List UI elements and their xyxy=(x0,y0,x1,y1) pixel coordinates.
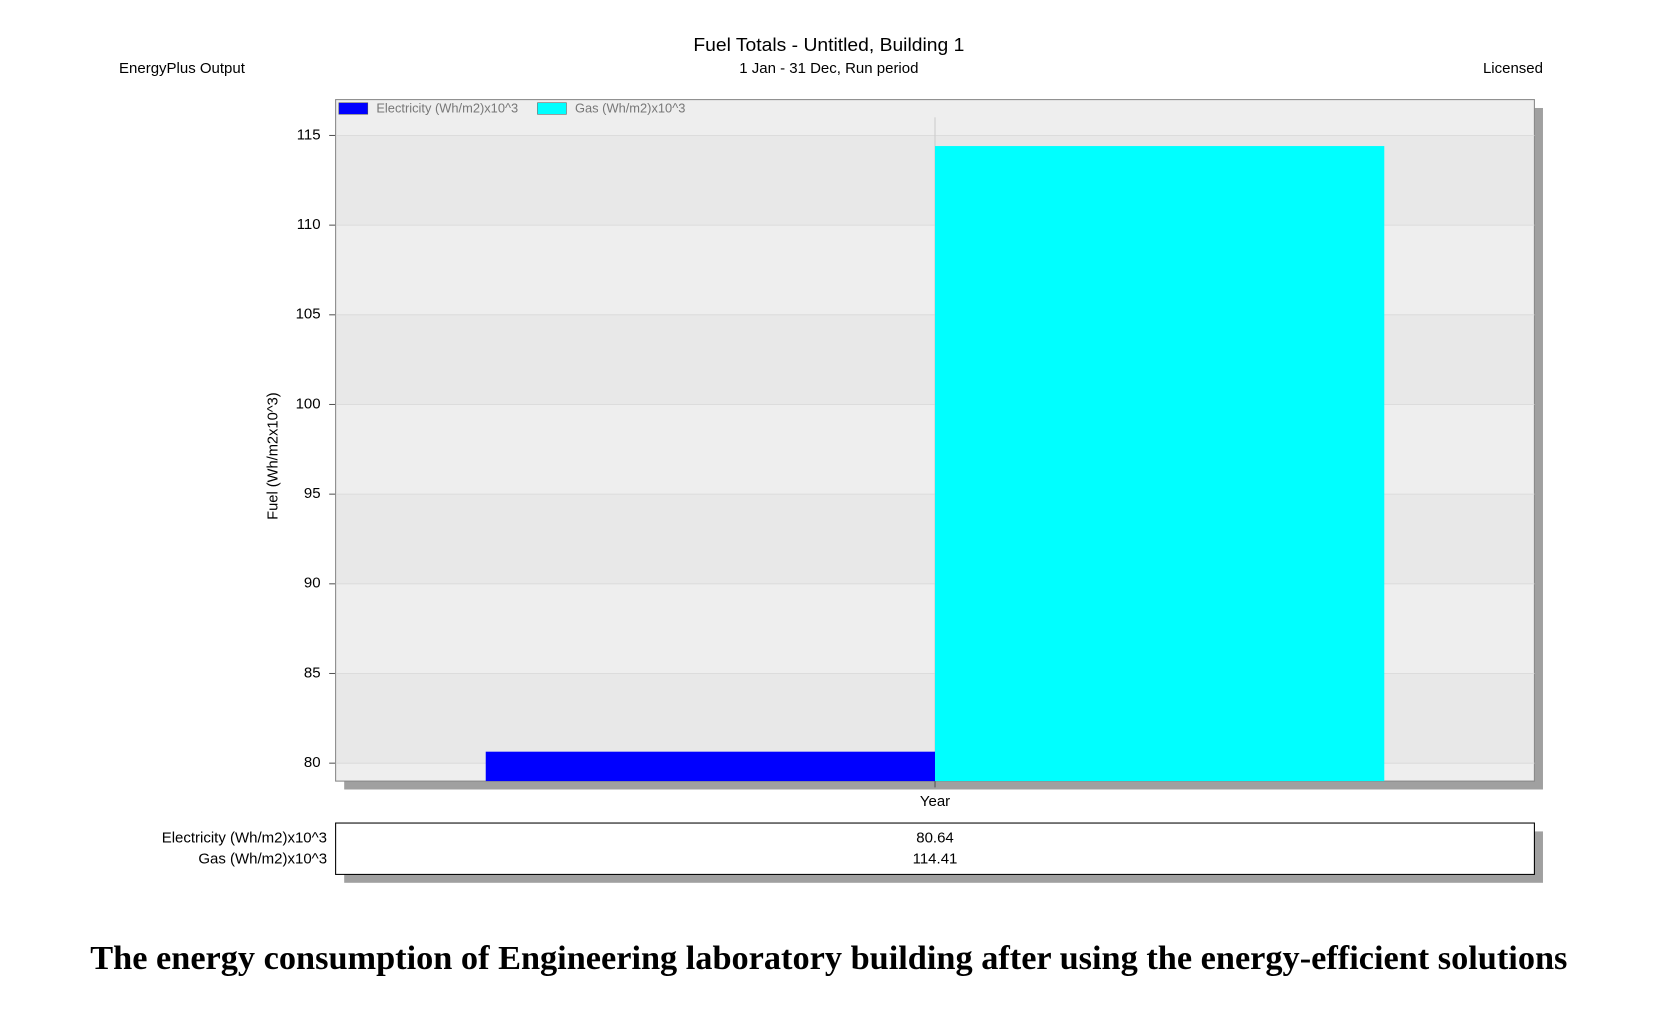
x-tick-label: Year xyxy=(920,794,950,810)
bar xyxy=(935,146,1385,782)
table-row-label: Gas (Wh/m2)x10^3 xyxy=(198,852,327,868)
chart-title: Fuel Totals - Untitled, Building 1 xyxy=(693,35,964,56)
y-tick-label: 115 xyxy=(297,127,321,143)
y-tick-label: 85 xyxy=(304,666,321,682)
table-value: 114.41 xyxy=(913,852,958,868)
header-left: EnergyPlus Output xyxy=(119,61,246,77)
caption: The energy consumption of Engineering la… xyxy=(90,940,1567,977)
y-tick-label: 90 xyxy=(304,576,321,592)
y-tick-label: 95 xyxy=(304,486,321,502)
header-right: Licensed xyxy=(1483,61,1543,77)
legend-label: Electricity (Wh/m2)x10^3 xyxy=(376,100,518,115)
chart-subtitle: 1 Jan - 31 Dec, Run period xyxy=(739,61,918,77)
table-value: 80.64 xyxy=(916,831,954,847)
legend-swatch xyxy=(537,102,567,115)
y-tick-label: 80 xyxy=(304,755,321,771)
y-tick-label: 100 xyxy=(296,396,321,412)
bar xyxy=(485,751,936,782)
legend-swatch xyxy=(338,102,369,115)
legend-label: Gas (Wh/m2)x10^3 xyxy=(575,100,685,115)
table-row-label: Electricity (Wh/m2)x10^3 xyxy=(162,831,327,847)
y-tick-label: 105 xyxy=(296,307,321,323)
y-axis-label: Fuel (Wh/m2x10^3) xyxy=(265,392,281,520)
y-tick-label: 110 xyxy=(297,217,321,233)
value-table xyxy=(335,822,1535,875)
